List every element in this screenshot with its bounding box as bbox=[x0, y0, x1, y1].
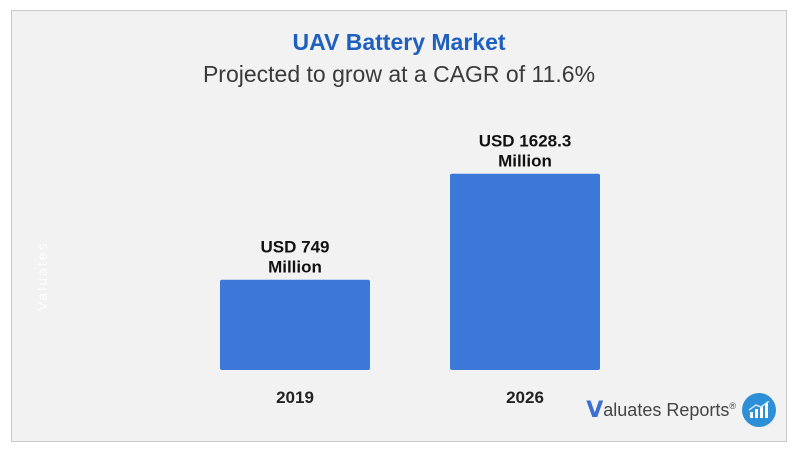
logo-v-mark: V bbox=[586, 397, 604, 423]
valuates-logo: V aluates Reports® bbox=[586, 393, 776, 427]
x-tick-label-2019: 2019 bbox=[276, 388, 314, 407]
x-tick-label-2026: 2026 bbox=[506, 388, 544, 407]
chart-badge-icon bbox=[742, 393, 776, 427]
bar-value-label-2026-line1: USD 1628.3 bbox=[479, 132, 572, 151]
bar-2019 bbox=[220, 279, 370, 370]
logo-registered-mark: ® bbox=[729, 400, 736, 411]
bar-2026 bbox=[450, 173, 600, 370]
chart-title: UAV Battery Market bbox=[292, 29, 506, 55]
bar-value-label-2019-line2: Million bbox=[268, 258, 322, 277]
bar-value-label-2019-line1: USD 749 bbox=[261, 238, 330, 257]
logo-text: aluates Reports bbox=[603, 399, 730, 420]
chart-card: UAV Battery Market Projected to grow at … bbox=[11, 10, 787, 442]
bar-value-label-2026-line2: Million bbox=[498, 152, 552, 171]
watermark-text: Valuates bbox=[34, 241, 50, 311]
logo-wordmark: aluates Reports® bbox=[603, 400, 736, 421]
chart-subtitle: Projected to grow at a CAGR of 11.6% bbox=[202, 61, 596, 87]
